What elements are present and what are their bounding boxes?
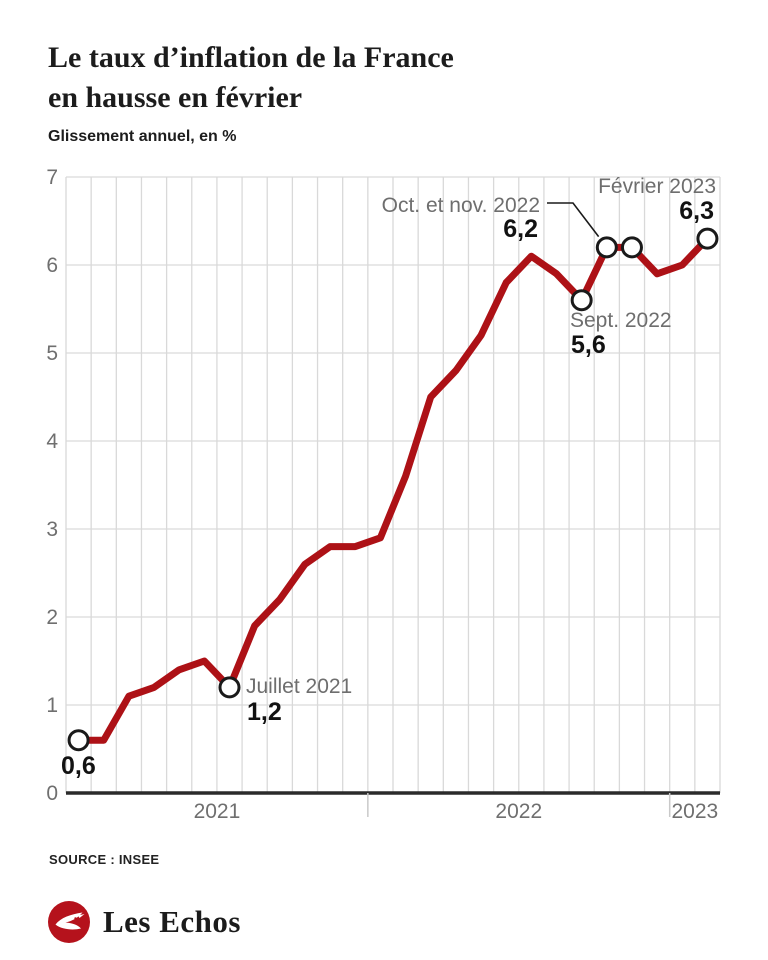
data-point-marker bbox=[595, 236, 618, 259]
x-axis-year-label: 2023 bbox=[671, 800, 718, 823]
chart-unit-label: Glissement annuel, en % bbox=[48, 128, 237, 145]
x-axis-year-label: 2021 bbox=[194, 800, 241, 823]
x-axis-year-label: 2022 bbox=[495, 800, 542, 823]
annotation-juillet-2021-value: 1,2 bbox=[247, 698, 282, 726]
y-axis-tick-label: 0 bbox=[46, 782, 58, 805]
les-echos-bird-icon bbox=[48, 901, 90, 943]
y-axis-tick-label: 3 bbox=[46, 518, 58, 541]
annotation-sept-2022-value: 5,6 bbox=[571, 331, 606, 359]
page-title: Le taux d’inflation de la France en haus… bbox=[48, 38, 688, 118]
y-axis-tick-label: 6 bbox=[46, 254, 58, 277]
data-point-marker bbox=[67, 729, 90, 752]
data-point-marker bbox=[620, 236, 643, 259]
les-echos-wordmark: Les Echos bbox=[103, 904, 241, 939]
y-axis-tick-label: 7 bbox=[46, 166, 58, 189]
source-credit: SOURCE : INSEE bbox=[49, 852, 160, 867]
title-line-1: Le taux d’inflation de la France bbox=[48, 41, 454, 74]
annotation-fevrier-2023-value: 6,3 bbox=[679, 197, 714, 225]
data-point-marker bbox=[570, 289, 593, 312]
y-axis-tick-label: 5 bbox=[46, 342, 58, 365]
annotation-oct-nov-2022-label: Oct. et nov. 2022 bbox=[381, 194, 540, 217]
les-echos-logo: Les Echos bbox=[48, 901, 241, 943]
annotation-oct-nov-2022-value: 6,2 bbox=[503, 215, 538, 243]
title-line-2: en hausse en février bbox=[48, 81, 303, 114]
annotation-janv-2021-value: 0,6 bbox=[61, 752, 96, 780]
y-axis-tick-label: 2 bbox=[46, 606, 58, 629]
annotation-sept-2022-label: Sept. 2022 bbox=[570, 309, 672, 332]
annotation-juillet-2021-label: Juillet 2021 bbox=[246, 675, 353, 698]
annotation-fevrier-2023-label: Février 2023 bbox=[598, 175, 716, 198]
annotation-callout-line bbox=[547, 202, 600, 238]
data-point-marker bbox=[696, 227, 719, 250]
y-axis-tick-label: 4 bbox=[46, 430, 58, 453]
data-point-marker bbox=[218, 676, 241, 699]
y-axis-tick-label: 1 bbox=[46, 694, 58, 717]
